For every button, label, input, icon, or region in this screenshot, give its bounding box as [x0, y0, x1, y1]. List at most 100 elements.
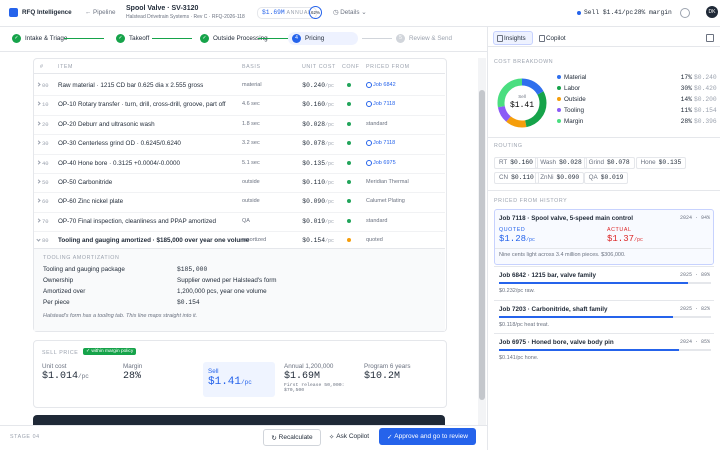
annual-value: $1.69M	[262, 9, 285, 16]
routing-name: ZnNi	[540, 174, 554, 181]
annual-value: $1.69M	[284, 371, 321, 382]
step-label: Review & Send	[409, 35, 453, 42]
unit: /pc	[526, 237, 536, 243]
history-divider	[494, 299, 714, 301]
row-number: 20	[42, 120, 49, 128]
column-header: CONF	[342, 64, 360, 70]
row-source[interactable]: Job 6842	[373, 82, 396, 88]
tab-label[interactable]: Copilot	[546, 35, 566, 42]
cost-part: $0.028	[302, 120, 325, 128]
source-icon	[366, 82, 372, 88]
row-divider	[34, 192, 445, 194]
logo	[9, 8, 18, 17]
margin-label: Margin	[123, 363, 143, 370]
row-number: 30	[42, 140, 49, 148]
row-divider	[34, 211, 445, 213]
tab-divider	[488, 46, 720, 47]
legend-name: Labor	[564, 85, 581, 92]
featured-meta: 2024 · 94%	[680, 215, 711, 221]
confidence-dot	[347, 218, 351, 223]
ask-copilot-button[interactable]: ✧ Ask Copilot	[328, 433, 370, 441]
history-title[interactable]: Job 6975 · Honed bore, valve body pin	[499, 339, 614, 346]
approve-button[interactable]: ✓ Approve and go to review	[379, 428, 476, 445]
approve-label[interactable]: Approve and go to review	[394, 433, 468, 440]
margin-badge: ✓ within margin policy	[83, 348, 137, 355]
legend-swatch	[557, 119, 561, 123]
margin-badge-label: within margin policy	[91, 349, 134, 354]
tooling-key: Ownership	[43, 277, 74, 284]
history-title[interactable]: Job 6842 · 1215 bar, valve family	[499, 272, 596, 279]
annual-pill: $1.69M ANNUAL	[257, 7, 317, 19]
legend-swatch	[557, 75, 561, 79]
cost-part: /pc	[324, 83, 334, 89]
history-title[interactable]: Job 7203 · Carbonitride, shaft family	[499, 305, 608, 313]
help-icon[interactable]	[680, 8, 690, 18]
routing-value: $0.090	[556, 174, 580, 181]
legend-name: Tooling	[564, 107, 584, 114]
dark-panel	[33, 415, 445, 427]
tooling-key: Per piece	[43, 299, 70, 306]
history-meta: 2024 · 85%	[680, 339, 711, 345]
divider	[488, 137, 720, 138]
stage-label: STAGE 04	[10, 434, 40, 440]
cost-part: $0.160	[302, 101, 325, 109]
row-source[interactable]: Job 7118	[373, 140, 396, 147]
tab[interactable]	[493, 31, 533, 45]
row-item: OP-30 Centerless grind OD · 0.6245/0.624…	[58, 140, 181, 148]
top-bar	[0, 0, 720, 27]
quoted-value: $1.28	[499, 234, 527, 244]
routing-value: $0.078	[607, 159, 630, 166]
legend-name: Material	[564, 74, 587, 81]
status-dot	[577, 11, 581, 15]
legend-name: Outside	[564, 96, 586, 103]
details-button[interactable]: ◷ Details ⌄	[333, 9, 367, 16]
cost-part: $0.135	[302, 159, 325, 167]
panel-toggle[interactable]	[706, 34, 714, 42]
history-divider	[494, 333, 714, 334]
scrollbar-thumb[interactable]	[479, 90, 485, 400]
avatar[interactable]: DK	[706, 6, 718, 18]
confidence-dot	[347, 180, 351, 184]
tooling-title: TOOLING AMORTIZATION	[43, 255, 120, 261]
row-divider	[34, 231, 445, 233]
insights-panel	[487, 26, 720, 450]
legend-swatch	[557, 86, 561, 90]
unit: /pc	[634, 237, 644, 243]
featured-title[interactable]: Job 7118 · Spool valve, 5-speed main con…	[499, 215, 634, 222]
row-number: 00	[42, 82, 49, 89]
back-label[interactable]: Pipeline	[93, 9, 116, 16]
program-value: $10.2M	[364, 371, 401, 382]
routing-chip: QA $0.019	[583, 172, 629, 184]
routing-chip: ZnNi $0.090	[535, 172, 585, 184]
details-label[interactable]: Details	[340, 9, 360, 16]
donut-segment	[497, 78, 547, 128]
step-label: Intake & Triage	[25, 35, 68, 42]
recalculate-button[interactable]: ↻ Recalculate	[263, 429, 321, 446]
donut-value: $1.41	[510, 101, 534, 110]
cost-part: $0.110	[302, 179, 325, 186]
routing-name: CN	[499, 174, 509, 181]
routing-value: $0.135	[658, 159, 682, 166]
step-label: Takeoff	[129, 35, 150, 42]
row-source[interactable]: Job 6975	[373, 159, 396, 166]
row-basis: 1.8 sec	[242, 120, 260, 127]
cost-part: $0.240	[302, 82, 325, 89]
row-source: standard	[366, 217, 388, 224]
row-cost: $0.078/pc	[277, 140, 334, 147]
back-link[interactable]: ← Pipeline	[85, 9, 116, 16]
step-marker: 4	[292, 34, 301, 43]
steps-bar	[0, 26, 487, 52]
routing-name: Hone	[640, 159, 656, 166]
row-number: 80	[42, 237, 49, 245]
recalculate-label[interactable]: Recalculate	[278, 434, 313, 441]
ask-copilot-label[interactable]: Ask Copilot	[336, 433, 370, 440]
confidence-dot	[347, 121, 351, 126]
tab-label[interactable]: Insights	[504, 35, 526, 42]
featured-card[interactable]	[494, 209, 714, 265]
row-divider	[34, 95, 445, 97]
row-source[interactable]: Job 7118	[373, 101, 396, 108]
match-bar	[499, 349, 680, 351]
routing-name: QA	[588, 174, 598, 181]
row-item: OP-20 Deburr and ultrasonic wash	[58, 120, 155, 128]
cost-part: $0.154	[302, 237, 325, 245]
